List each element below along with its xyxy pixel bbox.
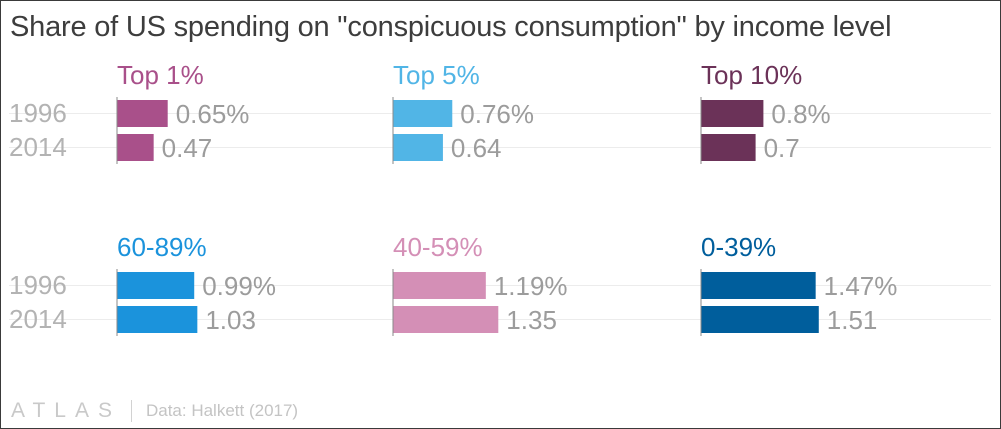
chart-footer: ATLAS Data: Halkett (2017) [11, 399, 298, 423]
data-label: 0.47 [162, 133, 213, 163]
data-label: 0.64 [451, 133, 502, 163]
category-label: 1996 [9, 98, 67, 128]
bar [701, 272, 816, 299]
data-label: 0.76% [460, 99, 534, 129]
atlas-logo: ATLAS [11, 399, 121, 422]
panel-title: Top 5% [393, 60, 480, 90]
bar [393, 100, 453, 127]
bar [393, 134, 443, 161]
data-label: 0.99% [202, 271, 276, 301]
category-label: 2014 [9, 132, 67, 162]
data-label: 1.47% [824, 271, 898, 301]
bar [701, 134, 756, 161]
panel-title: 40-59% [393, 232, 483, 262]
bar [117, 306, 198, 333]
bar [117, 134, 154, 161]
panel-title: Top 1% [117, 60, 204, 90]
data-label: 0.8% [771, 99, 830, 129]
data-label: 0.7 [764, 133, 800, 163]
panel-title: 0-39% [701, 232, 776, 262]
panel-title: 60-89% [117, 232, 207, 262]
bar [117, 100, 168, 127]
bar [117, 272, 195, 299]
category-label: 2014 [9, 304, 67, 334]
data-label: 1.19% [494, 271, 568, 301]
data-label: 1.03 [205, 305, 256, 335]
panel-title: Top 10% [701, 60, 802, 90]
footer-divider [130, 400, 132, 422]
data-label: 0.65% [176, 99, 250, 129]
bar [393, 306, 499, 333]
data-label: 1.35 [506, 305, 557, 335]
bar [393, 272, 486, 299]
chart-title: Share of US spending on "conspicuous con… [10, 11, 892, 43]
data-label: 1.51 [827, 305, 878, 335]
data-source: Data: Halkett (2017) [145, 401, 299, 420]
bar [701, 100, 764, 127]
category-label: 1996 [9, 270, 67, 300]
bar [701, 306, 819, 333]
